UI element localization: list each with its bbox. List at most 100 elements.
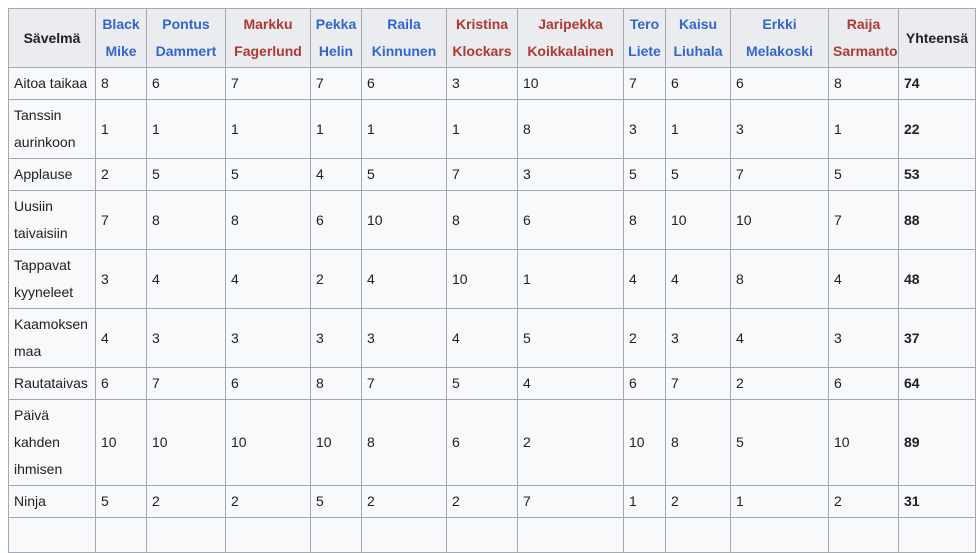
score-cell: 2	[146, 485, 226, 518]
score-cell: 8	[95, 67, 147, 100]
score-cell: 3	[95, 249, 147, 309]
empty-cell	[730, 517, 829, 553]
score-cell: 7	[828, 190, 899, 250]
judge-link-markku-fagerlund[interactable]: Markku Fagerlund	[234, 16, 302, 59]
total-cell: 37	[898, 308, 976, 368]
judge-link-raija-sarmanto[interactable]: Raija Sarmanto	[833, 16, 898, 59]
song-title: Uusiin taivaisiin	[8, 190, 96, 250]
score-cell: 10	[730, 190, 829, 250]
score-cell: 6	[95, 367, 147, 400]
column-header-judge: Raija Sarmanto	[828, 8, 899, 68]
judge-link-kristina-klockars[interactable]: Kristina Klockars	[452, 16, 512, 59]
score-cell: 2	[446, 485, 518, 518]
score-cell: 8	[310, 367, 362, 400]
score-cell: 4	[146, 249, 226, 309]
score-cell: 6	[310, 190, 362, 250]
table-row-ninja: Ninja 5 2 2 5 2 2 7 1 2 1 2 31	[8, 485, 976, 518]
empty-cell	[898, 517, 976, 553]
column-header-song: Sävelmä	[8, 8, 96, 68]
score-cell: 8	[828, 67, 899, 100]
score-cell: 8	[665, 399, 731, 486]
score-cell: 1	[225, 99, 311, 159]
column-header-judge: Black Mike	[95, 8, 147, 68]
score-table: Sävelmä Black Mike Pontus Dammert Markku F…	[8, 8, 976, 553]
score-cell: 5	[446, 367, 518, 400]
empty-cell	[146, 517, 226, 553]
score-cell: 7	[623, 67, 666, 100]
score-cell: 5	[828, 158, 899, 191]
score-cell: 8	[730, 249, 829, 309]
score-cell: 7	[225, 67, 311, 100]
score-cell: 1	[665, 99, 731, 159]
column-header-judge: Erkki Melakoski	[730, 8, 829, 68]
column-header-judge: Kristina Klockars	[446, 8, 518, 68]
score-cell: 4	[95, 308, 147, 368]
song-title: Rautataivas	[8, 367, 96, 400]
score-cell: 6	[828, 367, 899, 400]
score-cell: 4	[361, 249, 447, 309]
total-cell: 89	[898, 399, 976, 486]
total-cell: 88	[898, 190, 976, 250]
song-title: Ninja	[8, 485, 96, 518]
empty-cell	[665, 517, 731, 553]
score-cell: 1	[446, 99, 518, 159]
score-cell: 10	[665, 190, 731, 250]
total-cell: 53	[898, 158, 976, 191]
judge-link-pekka-helin[interactable]: Pekka Helin	[315, 16, 357, 59]
score-cell: 10	[828, 399, 899, 486]
score-cell: 10	[95, 399, 147, 486]
score-cell: 1	[730, 485, 829, 518]
empty-cell	[828, 517, 899, 553]
judge-link-black-mike[interactable]: Black Mike	[102, 16, 140, 59]
song-title: Aitoa taikaa	[8, 67, 96, 100]
score-cell: 2	[828, 485, 899, 518]
score-cell: 6	[361, 67, 447, 100]
song-title: Applause	[8, 158, 96, 191]
table-row-aitoa-taikaa: Aitoa taikaa 8 6 7 7 6 3 10 7 6 6 8 74	[8, 67, 976, 100]
empty-cell	[95, 517, 147, 553]
column-header-judge: Raila Kinnunen	[361, 8, 447, 68]
score-cell: 3	[146, 308, 226, 368]
judge-link-tero-liete[interactable]: Tero Liete	[628, 16, 661, 59]
score-cell: 10	[361, 190, 447, 250]
score-cell: 3	[730, 99, 829, 159]
score-cell: 2	[517, 399, 624, 486]
total-cell: 22	[898, 99, 976, 159]
total-cell: 74	[898, 67, 976, 100]
score-cell: 1	[310, 99, 362, 159]
score-cell: 4	[517, 367, 624, 400]
column-header-judge: Kaisu Liuhala	[665, 8, 731, 68]
judge-link-erkki-melakoski[interactable]: Erkki Melakoski	[746, 16, 813, 59]
column-header-judge: Markku Fagerlund	[225, 8, 311, 68]
score-cell: 5	[146, 158, 226, 191]
table-row-tappavat-kyyneleet: Tappavat kyyneleet 3 4 4 2 4 10 1 4 4 8 4 48	[8, 249, 976, 309]
table-row-tanssin-aurinkoon: Tanssin aurinkoon 1 1 1 1 1 1 8 3 1 3 1 22	[8, 99, 976, 159]
empty-cell	[623, 517, 666, 553]
judge-link-jaripekka-koikkalainen[interactable]: Jaripekka Koikkalainen	[527, 16, 614, 59]
score-cell: 3	[828, 308, 899, 368]
score-cell: 4	[828, 249, 899, 309]
empty-cell	[225, 517, 311, 553]
score-cell: 2	[623, 308, 666, 368]
song-title: Tanssin aurinkoon	[8, 99, 96, 159]
total-cell: 48	[898, 249, 976, 309]
table-row-p-iv-kahden-ihmisen: Päivä kahden ihmisen 10 10 10 10 8 6 2 10 8 5 10 89	[8, 399, 976, 486]
score-cell: 4	[446, 308, 518, 368]
judge-link-kaisu-liuhala[interactable]: Kaisu Liuhala	[673, 16, 723, 59]
score-cell: 8	[446, 190, 518, 250]
score-cell: 8	[225, 190, 311, 250]
empty-cell	[446, 517, 518, 553]
column-header-total: Yhteensä	[898, 8, 976, 68]
score-cell: 10	[446, 249, 518, 309]
score-cell: 6	[446, 399, 518, 486]
column-header-judge: Tero Liete	[623, 8, 666, 68]
header-row: Sävelmä Black Mike Pontus Dammert Markku F…	[8, 8, 976, 68]
score-cell: 3	[446, 67, 518, 100]
judge-link-raila-kinnunen[interactable]: Raila Kinnunen	[371, 16, 437, 59]
song-title: Päivä kahden ihmisen	[8, 399, 96, 486]
score-cell: 3	[517, 158, 624, 191]
score-cell: 2	[665, 485, 731, 518]
table-row-uusiin-taivaisiin: Uusiin taivaisiin 7 8 8 6 10 8 6 8 10 10 7 88	[8, 190, 976, 250]
score-cell: 2	[361, 485, 447, 518]
judge-link-pontus-dammert[interactable]: Pontus Dammert	[155, 16, 217, 59]
